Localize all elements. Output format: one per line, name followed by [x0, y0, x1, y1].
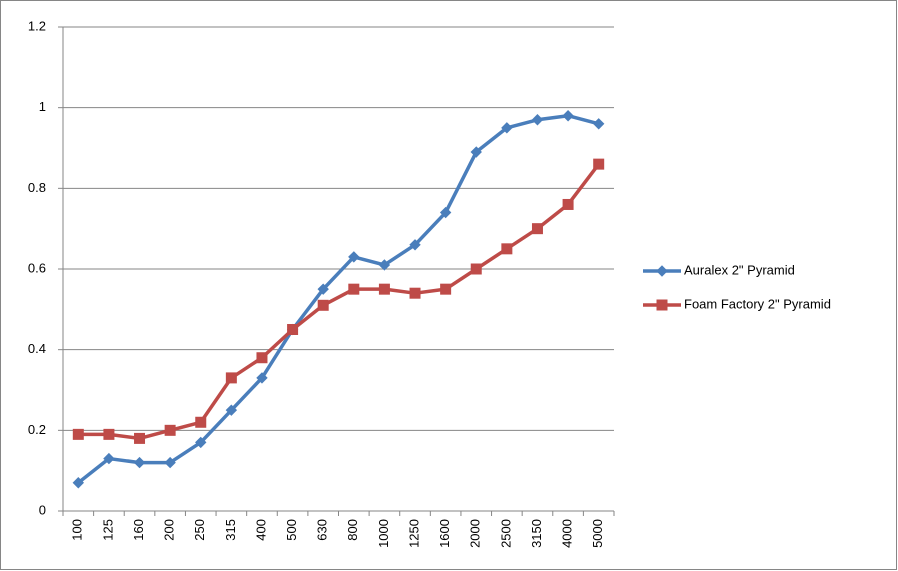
data-point [103, 428, 115, 440]
data-point [134, 432, 146, 444]
data-point [225, 404, 238, 416]
data-point [348, 283, 360, 295]
data-point [195, 436, 207, 449]
y-tick-label: 0.2 [28, 422, 46, 437]
y-tick-label: 1.2 [28, 18, 46, 33]
x-tick-label: 500 [284, 519, 299, 541]
data-point [72, 477, 85, 489]
data-point [470, 263, 482, 275]
data-point [256, 352, 268, 364]
data-point [287, 324, 299, 335]
data-point [378, 259, 391, 271]
x-tick-label: 1250 [406, 519, 421, 548]
x-tick-label: 400 [253, 519, 268, 541]
y-tick-label: 1 [39, 99, 46, 114]
data-point [164, 424, 176, 436]
data-point [501, 122, 513, 134]
data-point [378, 283, 390, 295]
data-point [562, 110, 574, 122]
legend-label: Auralex 2" Pyramid [684, 262, 795, 277]
x-tick-label: 5000 [590, 519, 605, 548]
x-tick-label: 630 [315, 519, 330, 541]
x-tick-label: 1600 [437, 519, 452, 548]
data-point [409, 287, 421, 299]
data-point [501, 243, 513, 255]
data-point [195, 416, 207, 428]
y-tick-label: 0 [39, 502, 46, 517]
data-point [317, 283, 329, 295]
x-tick-label: 1000 [376, 519, 391, 548]
x-tick-label: 250 [192, 519, 207, 541]
data-point [133, 456, 146, 469]
data-point [592, 118, 605, 130]
y-tick-label: 0.4 [28, 341, 46, 356]
data-point [348, 251, 360, 263]
data-point [409, 239, 421, 251]
data-point [164, 456, 176, 469]
data-point [317, 299, 329, 311]
data-point [256, 372, 268, 384]
data-point [531, 114, 544, 126]
legend-marker [656, 265, 668, 277]
x-tick-label: 800 [345, 519, 360, 541]
x-tick-label: 3150 [529, 519, 544, 548]
x-tick-label: 125 [100, 519, 115, 541]
x-tick-label: 2000 [468, 519, 483, 548]
legend-marker [656, 299, 668, 311]
x-tick-label: 160 [131, 519, 146, 541]
data-point [562, 198, 574, 210]
legend-label: Foam Factory 2" Pyramid [684, 296, 831, 311]
y-tick-label: 0.6 [28, 260, 46, 275]
data-point [439, 206, 452, 219]
x-tick-label: 2500 [498, 519, 513, 548]
data-point [470, 146, 482, 158]
x-tick-label: 315 [223, 519, 238, 541]
x-tick-label: 4000 [560, 519, 575, 548]
data-point [531, 223, 543, 235]
data-point [440, 283, 452, 295]
y-tick-label: 0.8 [28, 180, 46, 195]
data-point [103, 452, 115, 465]
data-point [72, 428, 84, 440]
data-point [593, 158, 605, 170]
x-tick-label: 100 [70, 519, 85, 541]
x-tick-label: 200 [162, 519, 177, 541]
data-point [225, 372, 237, 384]
